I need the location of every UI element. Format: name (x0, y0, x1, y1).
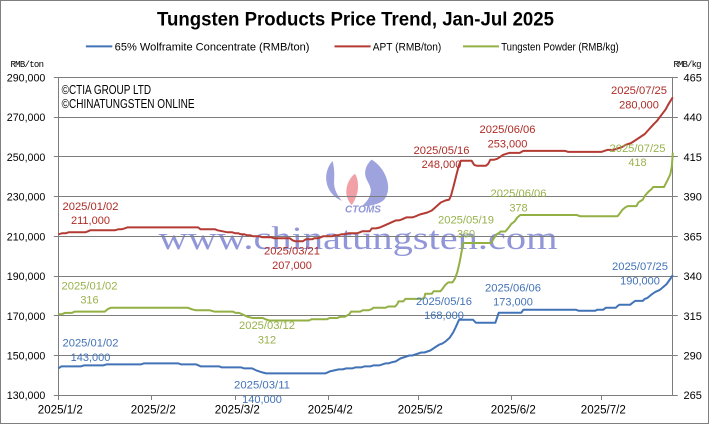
svg-text:378: 378 (509, 202, 527, 214)
svg-text:280,000: 280,000 (619, 100, 659, 112)
svg-text:290: 290 (684, 351, 702, 363)
svg-text:2025/1/2: 2025/1/2 (38, 405, 83, 417)
svg-text:2025/6/2: 2025/6/2 (491, 405, 536, 417)
svg-text:253,000: 253,000 (488, 139, 528, 151)
svg-text:RMB/ton: RMB/ton (11, 60, 45, 70)
svg-text:173,000: 173,000 (493, 297, 533, 309)
svg-text:2025/01/02: 2025/01/02 (63, 338, 119, 350)
svg-text:www.chinatungsten.com: www.chinatungsten.com (159, 221, 558, 257)
svg-text:150,000: 150,000 (7, 351, 46, 363)
svg-text:2025/05/19: 2025/05/19 (438, 214, 494, 226)
svg-text:65% Wolframite Concentrate (RM: 65% Wolframite Concentrate (RMB/ton) (115, 41, 310, 53)
svg-text:230,000: 230,000 (7, 192, 46, 204)
svg-text:CTOMS: CTOMS (345, 205, 381, 216)
svg-text:2025/2/2: 2025/2/2 (131, 405, 176, 417)
svg-text:2025/01/02: 2025/01/02 (62, 280, 118, 292)
svg-text:©CHINATUNGSTEN ONLINE: ©CHINATUNGSTEN ONLINE (62, 97, 195, 111)
svg-text:270,000: 270,000 (7, 112, 46, 124)
svg-text:190,000: 190,000 (620, 275, 660, 287)
svg-text:2025/06/06: 2025/06/06 (480, 124, 536, 136)
svg-text:2025/03/21: 2025/03/21 (264, 246, 320, 258)
svg-text:2025/07/25: 2025/07/25 (612, 261, 668, 273)
svg-text:168,000: 168,000 (424, 310, 464, 322)
svg-text:312: 312 (258, 335, 276, 347)
svg-text:316: 316 (80, 295, 98, 307)
svg-text:130,000: 130,000 (7, 390, 46, 402)
svg-text:211,000: 211,000 (71, 215, 110, 227)
svg-text:315: 315 (684, 311, 702, 323)
svg-text:360: 360 (457, 229, 475, 241)
svg-text:2025/03/12: 2025/03/12 (239, 320, 295, 332)
svg-text:140,000: 140,000 (242, 394, 282, 406)
svg-text:2025/7/2: 2025/7/2 (581, 405, 626, 417)
svg-text:190,000: 190,000 (7, 271, 46, 283)
svg-text:390: 390 (684, 192, 702, 204)
svg-text:RMB/kg: RMB/kg (674, 60, 702, 70)
svg-text:170,000: 170,000 (7, 311, 46, 323)
svg-text:2025/07/25: 2025/07/25 (611, 85, 667, 97)
svg-text:250,000: 250,000 (7, 152, 46, 164)
svg-text:Tungsten Products Price Trend,: Tungsten Products Price Trend, Jan-Jul 2… (157, 10, 554, 31)
svg-text:2025/05/16: 2025/05/16 (416, 296, 472, 308)
svg-text:2025/3/2: 2025/3/2 (215, 405, 260, 417)
svg-text:2025/06/06: 2025/06/06 (485, 282, 541, 294)
svg-text:207,000: 207,000 (272, 260, 312, 272)
svg-text:365: 365 (684, 231, 702, 243)
svg-text:2025/03/11: 2025/03/11 (234, 380, 290, 392)
svg-text:265: 265 (684, 390, 702, 402)
svg-text:465: 465 (684, 72, 702, 84)
svg-text:2025/05/16: 2025/05/16 (414, 145, 470, 157)
svg-text:APT (RMB/ton): APT (RMB/ton) (373, 41, 442, 53)
svg-text:Tungsten Powder (RMB/kg): Tungsten Powder (RMB/kg) (501, 41, 619, 53)
svg-text:2025/4/2: 2025/4/2 (308, 405, 353, 417)
svg-text:418: 418 (628, 157, 646, 169)
svg-text:415: 415 (684, 152, 702, 164)
svg-text:2025/5/2: 2025/5/2 (398, 405, 443, 417)
svg-text:210,000: 210,000 (7, 231, 46, 243)
svg-text:2025/01/02: 2025/01/02 (63, 201, 119, 213)
svg-text:440: 440 (684, 112, 702, 124)
svg-text:290,000: 290,000 (7, 72, 46, 84)
svg-text:248,000: 248,000 (422, 159, 462, 171)
svg-text:143,000: 143,000 (71, 352, 111, 364)
svg-text:©CTIA GROUP LTD: ©CTIA GROUP LTD (62, 83, 152, 97)
svg-text:2025/07/25: 2025/07/25 (610, 143, 666, 155)
svg-text:2025/06/06: 2025/06/06 (491, 188, 547, 200)
svg-text:340: 340 (684, 271, 702, 283)
